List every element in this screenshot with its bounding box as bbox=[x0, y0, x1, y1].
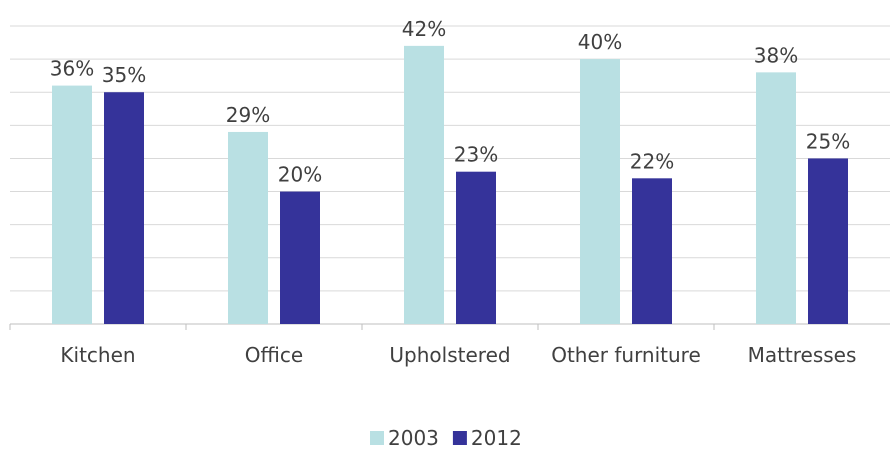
data-label: 29% bbox=[226, 103, 270, 127]
data-label: 42% bbox=[402, 17, 446, 41]
legend-swatch bbox=[370, 431, 384, 445]
data-label: 25% bbox=[806, 129, 850, 153]
data-label: 20% bbox=[278, 163, 322, 187]
x-tick-label: Office bbox=[244, 343, 304, 367]
data-label: 22% bbox=[630, 149, 674, 173]
bar bbox=[404, 45, 444, 324]
bar bbox=[632, 178, 672, 324]
x-tick-label: Other furniture bbox=[551, 343, 701, 367]
data-label: 36% bbox=[50, 57, 94, 81]
legend-label: 2012 bbox=[471, 426, 522, 450]
bar bbox=[808, 158, 848, 324]
legend-swatch bbox=[452, 431, 467, 445]
data-label: 40% bbox=[578, 30, 622, 54]
x-tick-label: Upholstered bbox=[389, 343, 511, 367]
data-label: 38% bbox=[754, 43, 798, 67]
bar bbox=[104, 92, 144, 324]
bar bbox=[228, 131, 268, 324]
bar bbox=[52, 85, 92, 324]
legend-label: 2003 bbox=[388, 426, 439, 450]
data-label: 35% bbox=[102, 63, 146, 87]
data-label: 23% bbox=[454, 143, 498, 167]
bar bbox=[580, 59, 620, 324]
bar bbox=[756, 72, 796, 324]
bar bbox=[456, 171, 496, 324]
bar bbox=[280, 191, 320, 324]
x-tick-label: Kitchen bbox=[60, 343, 136, 367]
x-tick-label: Mattresses bbox=[747, 343, 857, 367]
